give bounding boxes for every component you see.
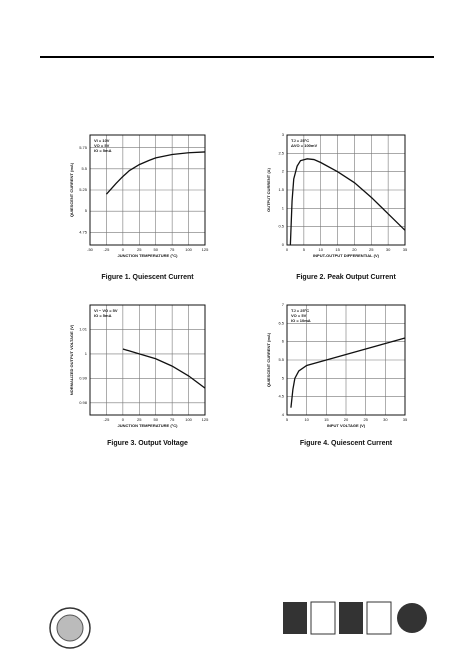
data-line bbox=[105, 151, 206, 195]
annotation: VI = 10V bbox=[94, 138, 110, 143]
x-axis-label: INPUT VOLTAGE (V) bbox=[327, 423, 366, 428]
annotation: VO = 5V bbox=[291, 313, 307, 318]
data-line bbox=[122, 348, 206, 389]
annotation: TJ = 25°C bbox=[291, 308, 309, 313]
y-axis-label: OUTPUT CURRENT (A) bbox=[266, 167, 271, 211]
y-tick-label: 1.01 bbox=[79, 327, 88, 332]
annotation: ΔVO = 100mV bbox=[291, 143, 317, 148]
x-tick-label: 0 bbox=[286, 247, 289, 252]
y-tick-label: 3 bbox=[282, 132, 285, 137]
figure-caption: Figure 1. Quiescent Current bbox=[101, 274, 194, 281]
figure-caption: Figure 4. Quiescent Current bbox=[300, 440, 393, 447]
y-tick-label: 5.75 bbox=[79, 145, 88, 150]
figure-caption: Figure 3. Output Voltage bbox=[107, 440, 188, 447]
x-tick-label: 125 bbox=[202, 417, 209, 422]
x-tick-label: 50 bbox=[153, 247, 158, 252]
x-tick-label: 100 bbox=[185, 417, 192, 422]
annotation: VO = 5V bbox=[94, 143, 110, 148]
x-tick-label: 25 bbox=[363, 417, 368, 422]
plot-frame bbox=[89, 304, 206, 416]
plot-frame bbox=[89, 134, 206, 246]
y-tick-label: 0.98 bbox=[79, 400, 88, 405]
x-tick-label: 5 bbox=[286, 417, 289, 422]
x-tick-label: 25 bbox=[137, 247, 142, 252]
x-tick-label: 20 bbox=[344, 417, 349, 422]
annotation: IO = 5mA bbox=[94, 313, 112, 318]
y-tick-label: 1.5 bbox=[278, 187, 284, 192]
x-tick-label: 15 bbox=[335, 247, 340, 252]
annotation: IO = 5mA bbox=[94, 148, 112, 153]
x-axis-label: JUNCTION TEMPERATURE (°C) bbox=[118, 253, 179, 258]
y-tick-label: 6 bbox=[282, 339, 285, 344]
y-tick-label: 1 bbox=[85, 351, 88, 356]
y-tick-label: 0.5 bbox=[278, 224, 284, 229]
annotation: TJ = 25°C bbox=[291, 138, 309, 143]
x-tick-label: 35 bbox=[403, 247, 408, 252]
x-tick-label: 10 bbox=[318, 247, 323, 252]
x-tick-label: 35 bbox=[403, 417, 408, 422]
y-tick-label: 2 bbox=[282, 169, 285, 174]
plot-frame bbox=[286, 134, 406, 246]
y-axis-label: NORMALIZED OUTPUT VOLTAGE (V) bbox=[69, 324, 74, 395]
annotation: VI − VO = 5V bbox=[94, 308, 118, 313]
x-tick-label: 100 bbox=[185, 247, 192, 252]
x-tick-label: 10 bbox=[304, 417, 309, 422]
y-tick-label: 6.5 bbox=[278, 320, 284, 325]
x-tick-label: 30 bbox=[386, 247, 391, 252]
y-tick-label: 0.99 bbox=[79, 375, 88, 380]
data-line bbox=[290, 337, 406, 408]
x-tick-label: -25 bbox=[104, 247, 111, 252]
x-tick-label: 25 bbox=[137, 417, 142, 422]
x-tick-label: 20 bbox=[352, 247, 357, 252]
figure-caption: Figure 2. Peak Output Current bbox=[296, 274, 396, 281]
y-tick-label: 0 bbox=[282, 242, 285, 247]
x-tick-label: 125 bbox=[202, 247, 209, 252]
plot-frame bbox=[286, 304, 406, 416]
y-tick-label: 7 bbox=[282, 302, 285, 307]
x-tick-label: 75 bbox=[170, 417, 175, 422]
x-tick-label: 25 bbox=[369, 247, 374, 252]
annotation: IO = 10mA bbox=[291, 318, 311, 323]
data-line bbox=[289, 158, 406, 246]
y-tick-label: 5 bbox=[85, 208, 88, 213]
company-logo bbox=[49, 607, 91, 649]
y-tick-label: 5.25 bbox=[79, 187, 88, 192]
y-tick-label: 5.5 bbox=[81, 166, 87, 171]
x-tick-label: 0 bbox=[122, 247, 125, 252]
x-tick-label: 50 bbox=[153, 417, 158, 422]
y-axis-label: QUIESCENT CURRENT (mA) bbox=[69, 162, 74, 217]
y-tick-label: 1 bbox=[282, 205, 285, 210]
x-axis-label: JUNCTION TEMPERATURE (°C) bbox=[118, 423, 179, 428]
x-tick-label: -50 bbox=[87, 247, 94, 252]
x-tick-label: 75 bbox=[170, 247, 175, 252]
x-axis-label: INPUT-OUTPUT DIFFERENTIAL (V) bbox=[313, 253, 380, 258]
y-axis-label: QUIESCENT CURRENT (mA) bbox=[266, 332, 271, 387]
x-tick-label: 0 bbox=[122, 417, 125, 422]
y-tick-label: 4.75 bbox=[79, 229, 88, 234]
x-tick-label: 15 bbox=[324, 417, 329, 422]
y-tick-label: 5.5 bbox=[278, 357, 284, 362]
x-tick-label: -25 bbox=[104, 417, 111, 422]
y-tick-label: 4 bbox=[282, 412, 285, 417]
y-tick-label: 4.5 bbox=[278, 394, 284, 399]
y-tick-label: 5 bbox=[282, 375, 285, 380]
certification-badges bbox=[283, 601, 427, 635]
y-tick-label: 2.5 bbox=[278, 150, 284, 155]
x-tick-label: 5 bbox=[303, 247, 306, 252]
x-tick-label: 30 bbox=[383, 417, 388, 422]
